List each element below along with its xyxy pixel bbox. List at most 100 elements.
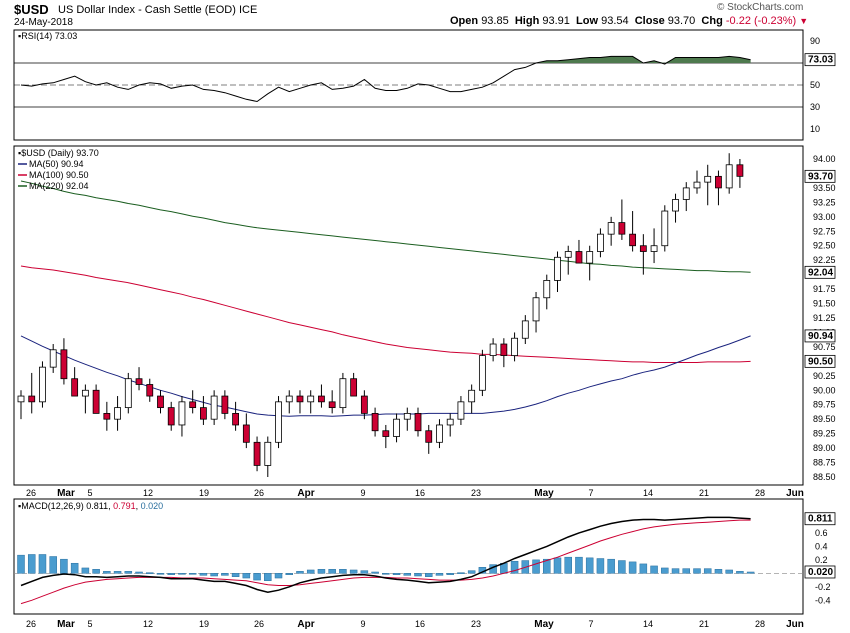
macd-hist-bar-30 <box>339 569 347 574</box>
close-value: 93.70 <box>667 15 696 27</box>
macd-hist-bar-23 <box>264 573 272 581</box>
candle-body-50 <box>554 256 561 281</box>
candle-body-11 <box>135 378 143 385</box>
price-ytick-9: 90.75 <box>813 342 836 352</box>
price-xtick-8: 16 <box>415 488 425 498</box>
candle-body-42 <box>468 389 476 403</box>
candle-body-1 <box>28 395 36 403</box>
stockcharts-credit: © StockCharts.com <box>717 2 804 13</box>
macd-hist-bar-62 <box>682 568 691 574</box>
candle-body-65 <box>715 175 722 189</box>
macd-hist-bar-36 <box>403 573 412 576</box>
candle-body-23 <box>264 441 272 466</box>
macd-title-part-0: ▪MACD(12,26,9) <box>18 501 86 511</box>
candle-body-62 <box>682 187 690 200</box>
price-xtick-7: 9 <box>360 488 365 498</box>
macd-xtick-7: 9 <box>360 619 365 629</box>
rsi-ytick-4: 90 <box>810 36 820 46</box>
macd-hist-bar-64 <box>703 568 712 574</box>
macd-xtick-0: 26 <box>26 619 36 629</box>
candle-body-51 <box>564 251 572 258</box>
open-value: 93.85 <box>481 15 509 27</box>
low-value: 93.54 <box>601 15 629 27</box>
chart-date: 24-May-2018 <box>14 17 73 28</box>
price-ytick-5: 89.75 <box>813 400 836 410</box>
ma100-line <box>20 265 751 363</box>
macd-hist-bar-37 <box>414 573 422 577</box>
macd-title-part-1: 0.811, <box>86 501 113 511</box>
macd-panel-frame <box>13 498 804 615</box>
candle-body-7 <box>92 389 100 414</box>
macd-hist-bar-68 <box>746 571 755 574</box>
candle-body-45 <box>500 343 508 356</box>
candle-body-9 <box>114 407 121 420</box>
macd-hist-bar-66 <box>725 569 733 574</box>
candle-body-22 <box>253 441 261 466</box>
candle-body-43 <box>478 355 486 391</box>
macd-hist-bar-56 <box>618 560 626 574</box>
macd-hist-bar-46 <box>510 560 519 574</box>
candle-body-16 <box>189 401 197 409</box>
candle-body-8 <box>103 412 111 420</box>
price-ytick-13: 91.75 <box>813 284 836 294</box>
macd-hist-bar-16 <box>188 573 197 575</box>
candle-body-35 <box>393 418 400 437</box>
macd-xtick-9: 23 <box>471 619 481 629</box>
price-ytick-3: 89.25 <box>813 429 836 439</box>
candle-body-27 <box>307 395 315 403</box>
price-ytick-16: 92.50 <box>813 241 836 251</box>
candle-body-0 <box>17 395 25 403</box>
candle-body-66 <box>725 164 733 189</box>
candle-body-13 <box>157 395 164 409</box>
macd-hist-bar-29 <box>328 569 336 574</box>
macd-xtick-8: 16 <box>415 619 425 629</box>
macd-hist-bar-6 <box>81 567 90 574</box>
candle-body-39 <box>436 424 443 443</box>
candle-body-55 <box>607 222 615 235</box>
price-tag-3 <box>804 354 836 368</box>
high-value: 93.91 <box>542 15 570 27</box>
high-label: High <box>514 15 540 27</box>
macd-hist-bar-67 <box>736 571 744 574</box>
macd-hist-bar-53 <box>585 557 594 574</box>
price-tag-1 <box>804 265 836 279</box>
price-xtick-3: 12 <box>143 488 153 498</box>
rsi-overbought-fill <box>21 56 751 63</box>
macd-title-part-3: , <box>136 501 141 511</box>
price-title: ▪$USD (Daily) 93.70 <box>18 148 99 158</box>
candle-body-30 <box>339 378 347 409</box>
rsi-ytick-0: 10 <box>810 124 820 134</box>
price-ytick-12: 91.50 <box>813 299 836 309</box>
macd-xtick-15: Jun <box>786 619 804 630</box>
macd-hist-bar-57 <box>628 561 637 574</box>
macd-value-tag <box>804 512 836 526</box>
macd-hist-bar-35 <box>392 573 401 575</box>
chart-instrument-name: US Dollar Index - Cash Settle (EOD) ICE <box>58 4 258 16</box>
macd-hist-bar-18 <box>210 573 218 577</box>
legend-item-2: MA(220) 92.04 <box>29 181 89 191</box>
candle-body-57 <box>629 233 637 247</box>
candle-body-49 <box>543 280 551 299</box>
macd-title-part-2: 0.791 <box>113 501 136 511</box>
candle-body-52 <box>575 251 583 264</box>
rsi-ytick-1: 30 <box>810 102 820 112</box>
candle-body-36 <box>403 412 411 420</box>
price-ytick-17: 92.75 <box>813 226 836 236</box>
candle-body-25 <box>285 395 293 403</box>
macd-hist-bar-17 <box>199 573 208 576</box>
macd-hist-bar-31 <box>349 569 358 574</box>
macd-hist-bar-39 <box>435 573 444 576</box>
price-xtick-12: 14 <box>643 488 653 498</box>
macd-ytick-4: 0.4 <box>815 541 828 551</box>
macd-hist-bar-15 <box>178 573 186 575</box>
macd-hist-bar-38 <box>424 573 433 577</box>
macd-ytick-3: 0.2 <box>815 555 828 565</box>
candle-body-41 <box>457 401 465 420</box>
ma220-line <box>20 180 751 273</box>
macd-hist-bar-52 <box>575 556 583 574</box>
candle-body-54 <box>597 233 604 252</box>
price-xtick-9: 23 <box>471 488 481 498</box>
candle-body-34 <box>382 430 390 437</box>
candle-body-58 <box>639 245 647 252</box>
candle-body-21 <box>242 424 250 443</box>
